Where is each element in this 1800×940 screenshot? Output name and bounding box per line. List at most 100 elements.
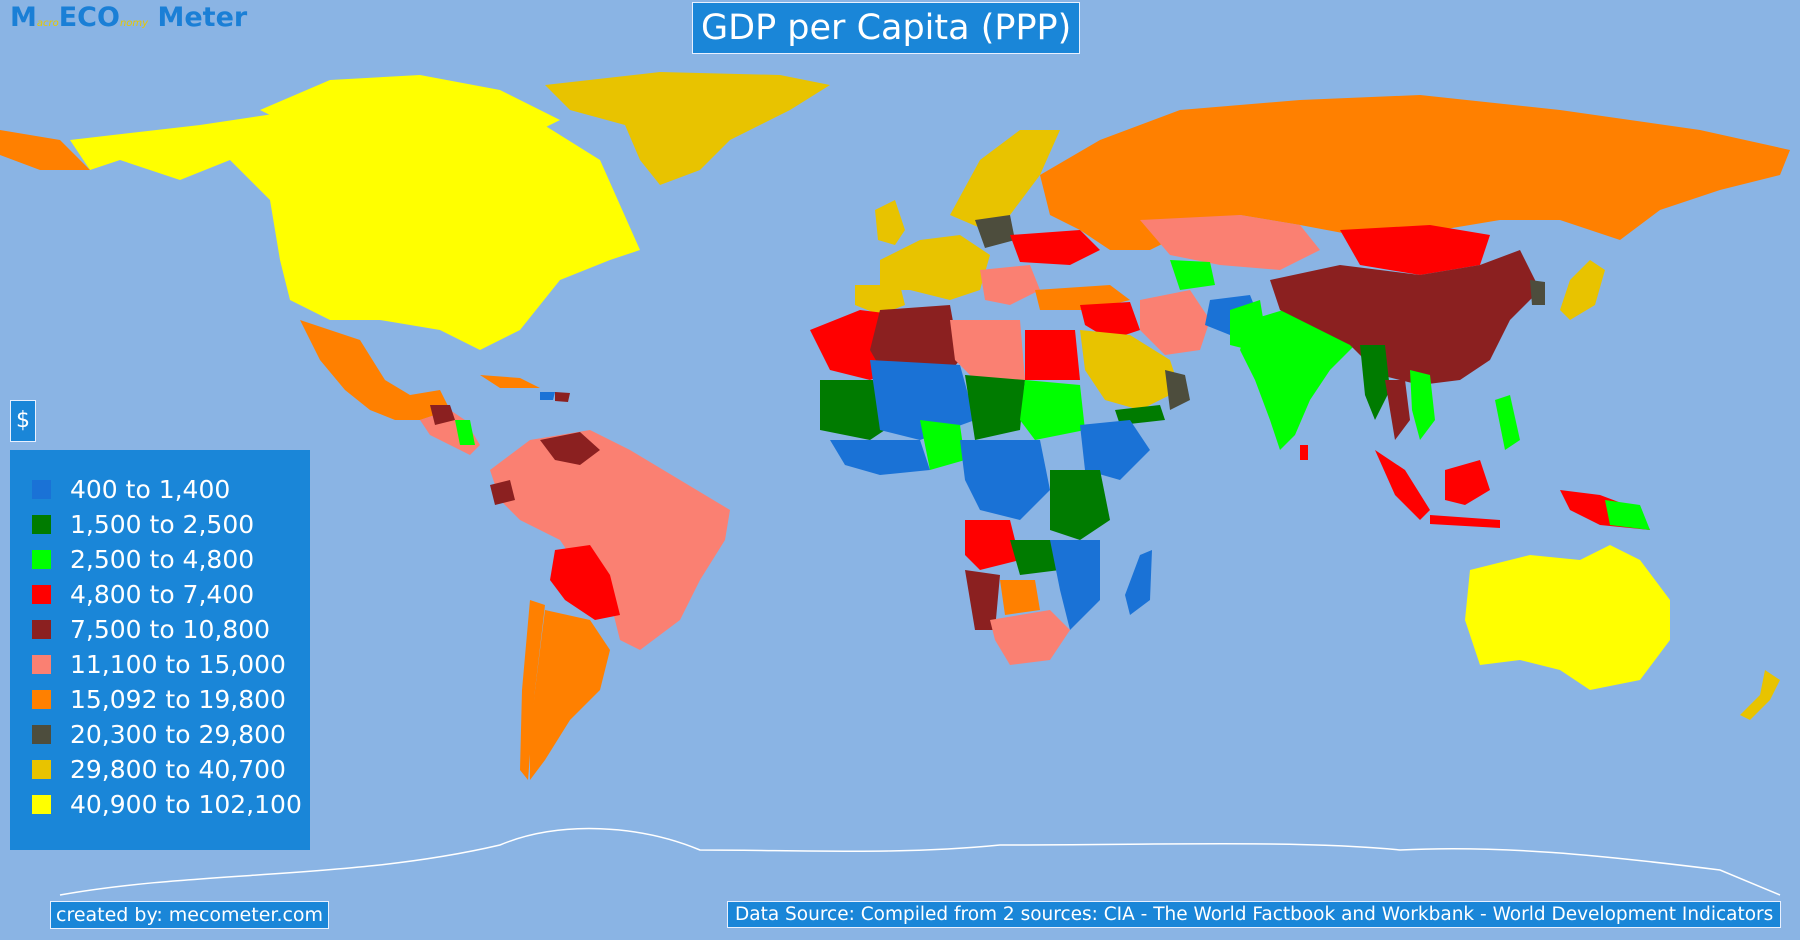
region-china xyxy=(1270,250,1540,385)
region-yemen xyxy=(1115,405,1165,425)
region-central-africa xyxy=(960,440,1050,520)
region-poland xyxy=(975,215,1015,248)
region-venezuela xyxy=(540,432,600,465)
region-japan xyxy=(1560,260,1605,320)
region-ecuador xyxy=(490,480,515,505)
legend-label: 15,092 to 19,800 xyxy=(70,685,286,714)
legend-label: 11,100 to 15,000 xyxy=(70,650,286,679)
region-egypt xyxy=(1025,330,1080,380)
legend-swatch xyxy=(32,725,51,744)
legend-swatch xyxy=(32,690,51,709)
region-chad-sudan xyxy=(965,375,1025,440)
region-myanmar xyxy=(1360,345,1390,420)
legend-label: 20,300 to 29,800 xyxy=(70,720,286,749)
region-greenland xyxy=(545,72,830,185)
logo-part1: M xyxy=(10,2,37,33)
region-nigeria xyxy=(920,420,965,470)
logo-part4: nomy xyxy=(119,18,149,29)
region-sumatra xyxy=(1375,450,1430,520)
legend-swatch xyxy=(32,655,51,674)
logo-part3: ECO xyxy=(58,2,120,33)
region-dominican xyxy=(555,392,570,402)
region-kazakhstan xyxy=(1140,215,1320,270)
legend-item: 15,092 to 19,800 xyxy=(32,682,310,717)
region-mexico xyxy=(300,320,450,420)
legend-swatch xyxy=(32,480,51,499)
region-balkans xyxy=(980,265,1040,305)
region-borneo xyxy=(1445,460,1490,505)
region-canada-usa xyxy=(70,95,640,350)
legend-item: 4,800 to 7,400 xyxy=(32,577,310,612)
region-thailand xyxy=(1385,380,1410,440)
region-angola xyxy=(965,520,1020,570)
legend-list: 400 to 1,400 1,500 to 2,500 2,500 to 4,800… xyxy=(10,450,310,822)
legend-swatch xyxy=(32,620,51,639)
region-canada-arctic xyxy=(260,75,560,140)
unit-badge: $ xyxy=(10,400,36,442)
region-uk xyxy=(875,200,905,245)
legend-label: 29,800 to 40,700 xyxy=(70,755,286,784)
region-zambia xyxy=(1010,540,1060,575)
region-mongolia xyxy=(1340,225,1490,275)
legend-item: 400 to 1,400 xyxy=(32,472,310,507)
legend-swatch xyxy=(32,585,51,604)
region-chile xyxy=(520,600,545,780)
region-east-africa xyxy=(1050,470,1110,540)
region-south-africa xyxy=(990,610,1070,665)
legend-item: 2,500 to 4,800 xyxy=(32,542,310,577)
region-botswana xyxy=(1000,580,1040,615)
region-ukraine xyxy=(1010,230,1100,265)
region-vietnam xyxy=(1410,370,1435,440)
region-pakistan xyxy=(1230,300,1265,350)
region-madagascar xyxy=(1125,550,1152,615)
legend-label: 1,500 to 2,500 xyxy=(70,510,255,539)
region-spain xyxy=(855,285,905,315)
region-argentina xyxy=(530,610,610,780)
region-guatemala xyxy=(430,405,455,425)
region-sudan xyxy=(1020,380,1085,440)
legend-item: 11,100 to 15,000 xyxy=(32,647,310,682)
region-libya xyxy=(950,320,1025,380)
logo-part2: acro xyxy=(36,18,59,29)
legend-item: 29,800 to 40,700 xyxy=(32,752,310,787)
region-cuba xyxy=(480,375,540,388)
legend-swatch xyxy=(32,550,51,569)
legend: 400 to 1,400 1,500 to 2,500 2,500 to 4,800… xyxy=(10,450,310,850)
region-haiti xyxy=(540,392,555,400)
legend-swatch xyxy=(32,760,51,779)
region-oman xyxy=(1165,370,1190,410)
region-australia xyxy=(1465,545,1670,690)
map-title: GDP per Capita (PPP) xyxy=(692,2,1081,54)
region-sri-lanka xyxy=(1300,445,1308,460)
site-logo: MacroECOnomy Meter xyxy=(10,2,247,33)
region-india xyxy=(1240,305,1360,450)
logo-part5: Meter xyxy=(148,2,248,33)
legend-item: 40,900 to 102,100 xyxy=(32,787,310,822)
legend-swatch xyxy=(32,515,51,534)
region-turkmenistan xyxy=(1170,260,1215,290)
legend-label: 40,900 to 102,100 xyxy=(70,790,302,819)
region-korea xyxy=(1530,280,1545,305)
region-philippines xyxy=(1495,395,1520,450)
region-mali-niger xyxy=(870,360,975,440)
region-saudi-arabia xyxy=(1080,330,1180,410)
region-west-africa xyxy=(830,440,930,475)
legend-item: 20,300 to 29,800 xyxy=(32,717,310,752)
region-bolivia xyxy=(550,545,620,620)
region-syria-iraq xyxy=(1080,302,1140,340)
region-russia xyxy=(1040,95,1790,250)
region-antarctica xyxy=(59,827,1781,896)
legend-label: 2,500 to 4,800 xyxy=(70,545,255,574)
legend-item: 7,500 to 10,800 xyxy=(32,612,310,647)
credit-label: created by: mecometer.com xyxy=(50,901,330,929)
legend-label: 4,800 to 7,400 xyxy=(70,580,255,609)
region-namibia xyxy=(965,570,1000,630)
region-mozambique xyxy=(1050,540,1100,630)
legend-label: 400 to 1,400 xyxy=(70,475,231,504)
region-iran xyxy=(1140,290,1210,355)
data-source-label: Data Source: Compiled from 2 sources: CI… xyxy=(727,901,1782,928)
region-ethiopia xyxy=(1080,420,1150,480)
legend-label: 7,500 to 10,800 xyxy=(70,615,271,644)
